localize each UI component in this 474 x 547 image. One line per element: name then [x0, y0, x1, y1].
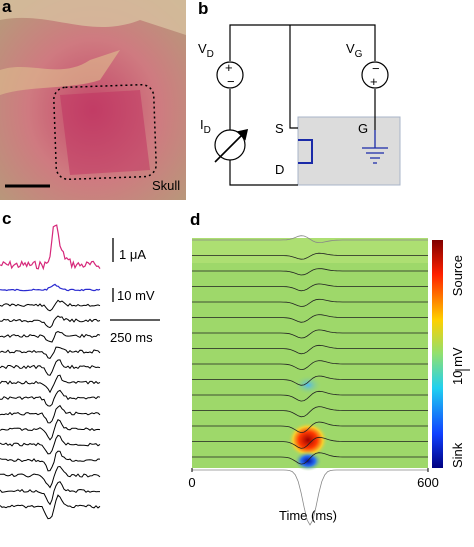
skull-label: Skull: [152, 178, 180, 193]
lfp-trace: [0, 315, 101, 329]
csd-trace: [192, 329, 428, 339]
lfp-trace: [0, 299, 101, 312]
voltage-source: [216, 61, 244, 89]
meter-arrow: [214, 128, 249, 163]
csd-trace: [192, 268, 428, 276]
lfp-trace: [0, 404, 101, 424]
csd-trace: [192, 298, 428, 307]
csd-trace: [192, 436, 428, 449]
panel-label: a: [2, 0, 12, 16]
csd-trace: [192, 252, 428, 260]
x-tick-label: 600: [417, 475, 439, 490]
vd-label: VD: [198, 41, 214, 60]
gate-box: [297, 116, 401, 186]
current-trace: [0, 224, 101, 271]
x-tick-label: 0: [188, 475, 195, 490]
voltage-trace: [0, 283, 101, 292]
csd-map: [192, 238, 428, 263]
symbol: +: [225, 60, 233, 75]
symbol: +: [370, 74, 378, 89]
lfp-trace: [0, 494, 101, 520]
lfp-trace: [0, 450, 101, 472]
x-axis-title: Time (ms): [279, 508, 337, 523]
csd-trace: [192, 235, 428, 244]
colorbar-bottom: Sink: [450, 442, 465, 468]
current-scale: 1 μA: [119, 247, 146, 262]
voltage-scale: 10 mV: [117, 288, 155, 303]
csd-trace: [192, 406, 428, 418]
gate-terminal: G: [358, 121, 368, 136]
csd-trace: [192, 390, 428, 402]
drain-terminal: D: [275, 162, 284, 177]
panel-label: c: [2, 209, 11, 228]
lfp-trace: [0, 465, 101, 489]
csd-trace: [192, 314, 428, 323]
csd-trace: [192, 360, 428, 371]
lfp-trace: [0, 389, 101, 407]
lfp-trace: [0, 481, 100, 506]
x-axis: 0 600: [188, 468, 439, 490]
symbol: −: [372, 61, 380, 76]
symbol: −: [227, 74, 235, 89]
lfp-trace: [0, 346, 101, 359]
traces: [0, 224, 101, 520]
colorbar-top: Source: [450, 255, 465, 296]
photo-detail: [0, 0, 186, 35]
lfp-trace: [0, 331, 101, 343]
vg-label: VG: [346, 41, 363, 60]
lfp-trace: [0, 374, 101, 394]
ground: [362, 130, 388, 164]
sink-region: [294, 375, 322, 395]
circuit-wire: [229, 24, 376, 186]
current-meter: [214, 129, 246, 161]
lfp-trace: [0, 419, 101, 441]
time-scale: 250 ms: [110, 330, 153, 345]
photo-detail: [60, 90, 150, 175]
voltage-source: [361, 61, 389, 89]
panel-label: b: [198, 0, 208, 18]
colorbar-scale: 10 mV: [450, 347, 465, 385]
csd-trace: [192, 469, 428, 526]
csd-trace: [192, 421, 428, 434]
traces: [192, 235, 428, 526]
csd-trace: [192, 283, 428, 292]
panel-label: d: [190, 210, 200, 229]
lfp-trace: [0, 434, 101, 455]
csd-trace: [192, 344, 428, 355]
colorbar: [432, 240, 443, 468]
lfp-trace: [0, 359, 101, 376]
csd-trace: [192, 375, 428, 386]
id-label: ID: [200, 117, 211, 136]
csd-trace: [192, 452, 428, 465]
source-region: [288, 422, 328, 458]
channel: [298, 139, 313, 164]
source-terminal: S: [275, 121, 284, 136]
device-outline: [53, 83, 157, 181]
photo-detail: [0, 50, 120, 95]
